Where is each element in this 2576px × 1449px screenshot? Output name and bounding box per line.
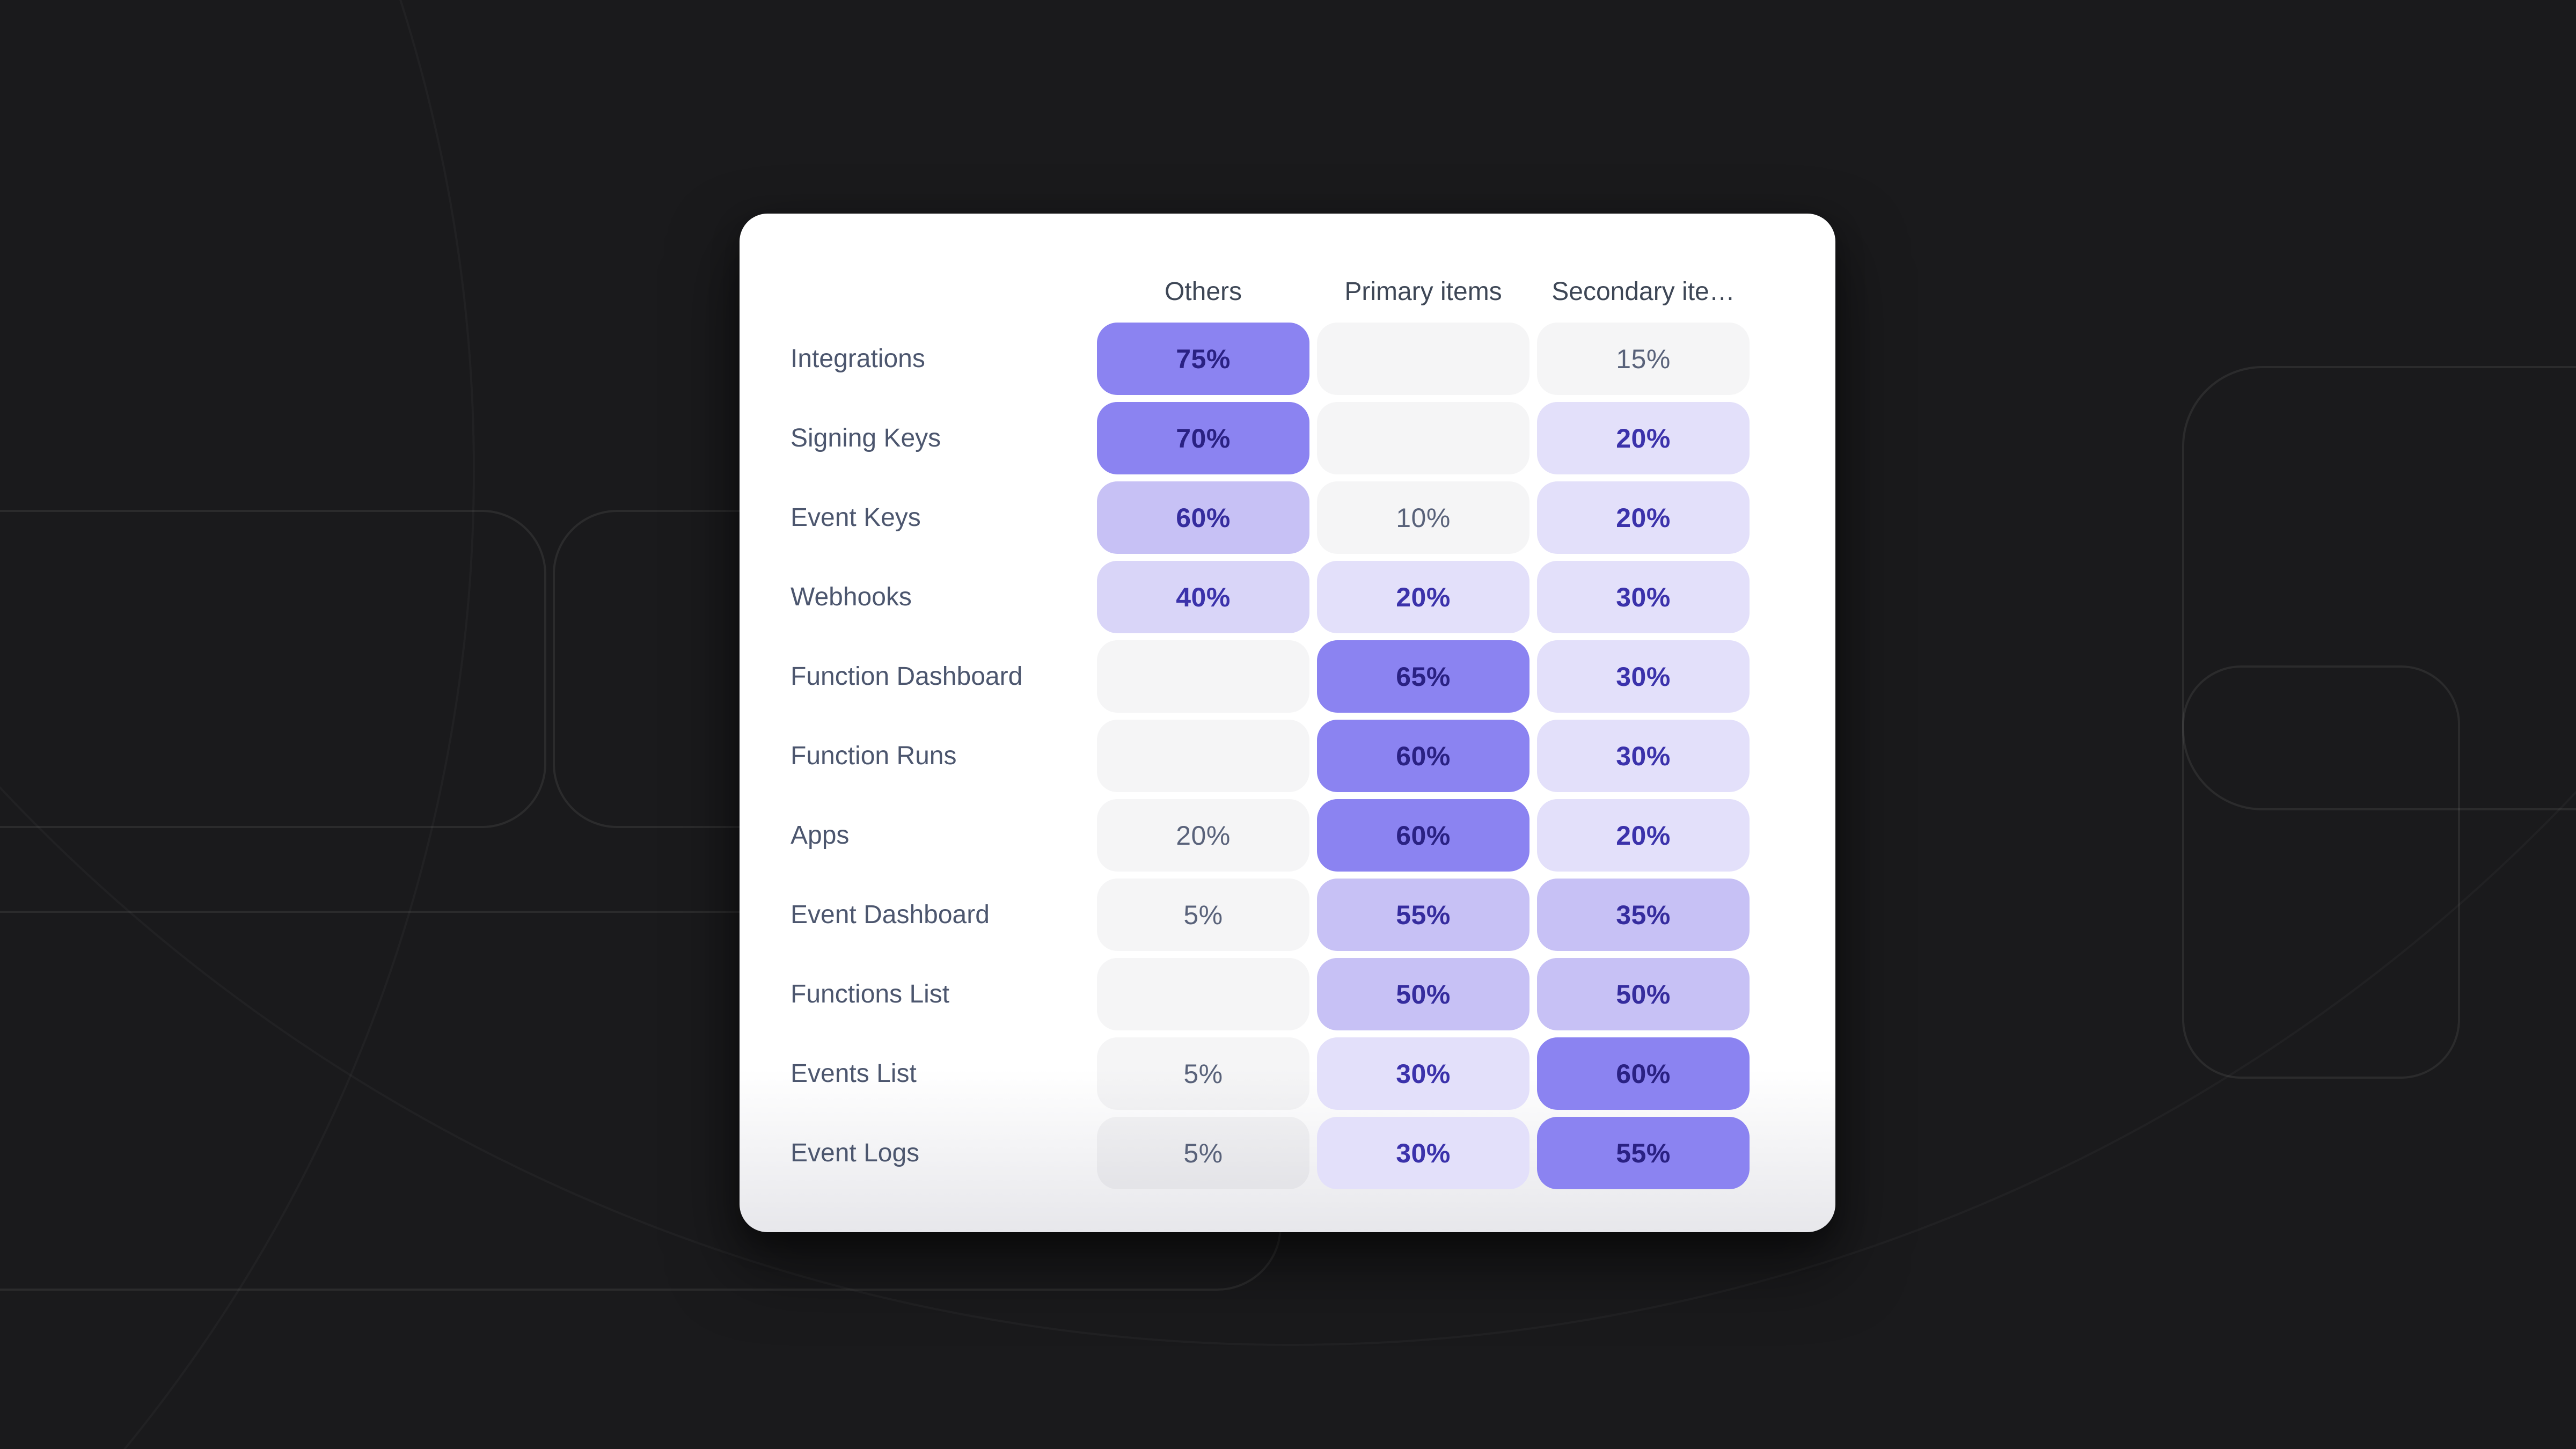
- heatmap-cell-r11-c1: 5%: [1097, 1117, 1309, 1189]
- row-label-1: Integrations: [791, 345, 925, 373]
- background-circle-arc-left: [0, 0, 475, 1449]
- heatmap-cell-r10-c2: 30%: [1317, 1037, 1529, 1110]
- row-label-2: Signing Keys: [791, 424, 941, 452]
- row-label-5: Function Dashboard: [791, 662, 1023, 691]
- heatmap-table: Others Primary items Secondary ite… Integra…: [791, 267, 1750, 1189]
- background-rounded-rect-right-a: [2182, 366, 2576, 810]
- heatmap-cell-r2-c3: 20%: [1537, 402, 1750, 474]
- column-header-3: Secondary ite…: [1552, 277, 1735, 306]
- row-label-9: Functions List: [791, 980, 950, 1008]
- heatmap-cell-r1-c3: 15%: [1537, 323, 1750, 395]
- row-label-7: Apps: [791, 821, 850, 850]
- heatmap-cell-r9-c2: 50%: [1317, 958, 1529, 1030]
- heatmap-cell-r6-c1: [1097, 720, 1309, 792]
- heatmap-cell-r8-c2: 55%: [1317, 879, 1529, 951]
- row-label-6: Function Runs: [791, 742, 957, 770]
- heatmap-cell-r9-c3: 50%: [1537, 958, 1750, 1030]
- row-label-8: Event Dashboard: [791, 901, 990, 929]
- heatmap-cell-r1-c1: 75%: [1097, 323, 1309, 395]
- heatmap-cell-r9-c1: [1097, 958, 1309, 1030]
- heatmap-cell-r5-c2: 65%: [1317, 640, 1529, 713]
- heatmap-cell-r4-c2: 20%: [1317, 561, 1529, 633]
- heatmap-cell-r7-c1: 20%: [1097, 799, 1309, 872]
- heatmap-cell-r10-c3: 60%: [1537, 1037, 1750, 1110]
- row-label-10: Events List: [791, 1059, 917, 1088]
- heatmap-cell-r5-c3: 30%: [1537, 640, 1750, 713]
- heatmap-cell-r4-c3: 30%: [1537, 561, 1750, 633]
- heatmap-cell-r6-c2: 60%: [1317, 720, 1529, 792]
- heatmap-cell-r3-c2: 10%: [1317, 481, 1529, 554]
- heatmap-cell-r10-c1: 5%: [1097, 1037, 1309, 1110]
- heatmap-cell-r3-c1: 60%: [1097, 481, 1309, 554]
- row-label-3: Event Keys: [791, 503, 921, 532]
- table-corner-spacer: [791, 267, 1089, 316]
- heatmap-cell-r8-c3: 35%: [1537, 879, 1750, 951]
- heatmap-cell-r4-c1: 40%: [1097, 561, 1309, 633]
- heatmap-cell-r6-c3: 30%: [1537, 720, 1750, 792]
- heatmap-cell-r7-c3: 20%: [1537, 799, 1750, 872]
- row-label-4: Webhooks: [791, 583, 912, 611]
- heatmap-cell-r11-c2: 30%: [1317, 1117, 1529, 1189]
- heatmap-cell-r1-c2: [1317, 323, 1529, 395]
- column-header-1: Others: [1164, 277, 1242, 306]
- heatmap-cell-r3-c3: 20%: [1537, 481, 1750, 554]
- background-rounded-rect-right-b: [2182, 665, 2460, 1079]
- background-rounded-rect-left: [0, 510, 546, 828]
- heatmap-card: Others Primary items Secondary ite… Integra…: [740, 214, 1835, 1232]
- heatmap-cell-r11-c3: 55%: [1537, 1117, 1750, 1189]
- column-header-2: Primary items: [1344, 277, 1502, 306]
- heatmap-cell-r2-c1: 70%: [1097, 402, 1309, 474]
- heatmap-cell-r7-c2: 60%: [1317, 799, 1529, 872]
- heatmap-cell-r5-c1: [1097, 640, 1309, 713]
- heatmap-cell-r2-c2: [1317, 402, 1529, 474]
- heatmap-cell-r8-c1: 5%: [1097, 879, 1309, 951]
- row-label-11: Event Logs: [791, 1139, 920, 1167]
